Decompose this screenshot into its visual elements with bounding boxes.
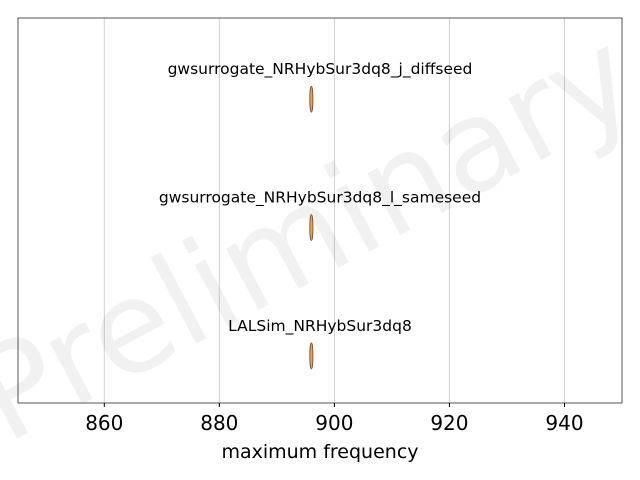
x-axis-ticks: 860 880 900 920 940 <box>85 403 584 435</box>
violin-2 <box>309 342 314 370</box>
x-tick-label-920: 920 <box>430 411 468 435</box>
series-label-0: gwsurrogate_NRHybSur3dq8_j_diffseed <box>168 60 473 79</box>
x-tick-label-860: 860 <box>85 411 123 435</box>
plot-frame <box>17 17 623 404</box>
series-label-2: LALSim_NRHybSur3dq8 <box>228 317 412 336</box>
grid-lines <box>103 18 565 403</box>
violin-0 <box>309 85 314 113</box>
violin-1 <box>309 214 314 241</box>
series-label-1: gwsurrogate_NRHybSur3dq8_l_sameseed <box>159 189 481 208</box>
x-tick-label-940: 940 <box>545 411 583 435</box>
x-tick-label-880: 880 <box>200 411 238 435</box>
x-axis-label: maximum frequency <box>221 441 418 463</box>
series-group: gwsurrogate_NRHybSur3dq8_j_diffseedgwsur… <box>159 60 481 370</box>
x-tick-label-900: 900 <box>315 411 353 435</box>
